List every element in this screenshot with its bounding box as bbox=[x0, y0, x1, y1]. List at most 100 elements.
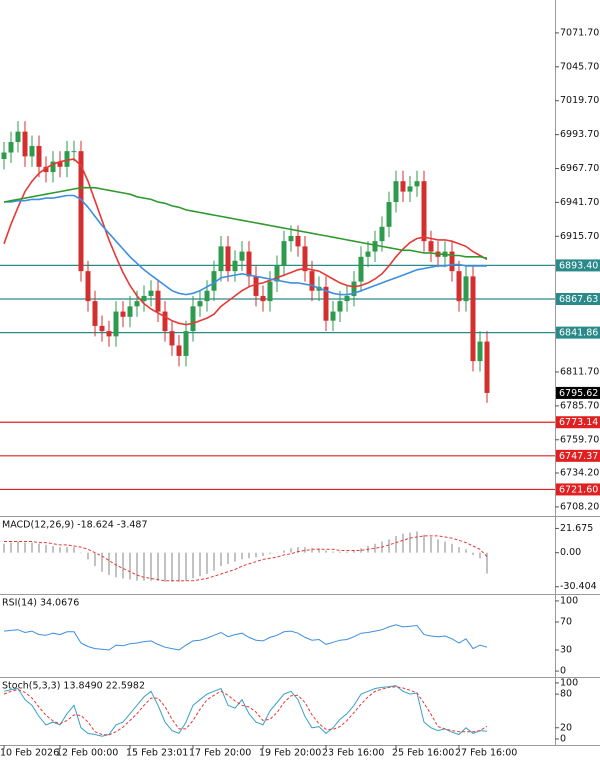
macd-bar bbox=[220, 552, 222, 567]
macd-bar bbox=[409, 532, 411, 553]
macd-bar bbox=[241, 552, 243, 560]
macd-bar bbox=[395, 535, 397, 553]
macd-bar bbox=[122, 552, 124, 579]
candle-body bbox=[99, 325, 105, 332]
macd-bar bbox=[290, 548, 292, 553]
candle-body bbox=[92, 301, 98, 326]
macd-bar bbox=[143, 552, 145, 581]
macd-bar bbox=[45, 544, 47, 553]
macd-bar bbox=[297, 547, 299, 553]
candle-body bbox=[36, 145, 42, 167]
candle-body bbox=[302, 246, 308, 272]
indicator-label: RSI(14) 34.0676 bbox=[2, 598, 79, 609]
x-tick-label: 19 Feb 20:00 bbox=[259, 748, 321, 759]
macd-bar bbox=[3, 543, 5, 553]
macd-bar bbox=[129, 552, 131, 580]
macd-bar bbox=[136, 552, 138, 581]
candle-body bbox=[127, 306, 133, 317]
macd-bar bbox=[304, 547, 306, 553]
y-tick-label: -30.404 bbox=[560, 581, 597, 592]
y-tick-label: 80 bbox=[560, 689, 572, 700]
candle-body bbox=[141, 295, 147, 302]
macd-bar bbox=[80, 552, 82, 554]
candle-body bbox=[267, 281, 273, 302]
candle-body bbox=[148, 290, 154, 296]
macd-bar bbox=[437, 539, 439, 553]
level-label-box bbox=[556, 449, 600, 462]
candle-body bbox=[57, 161, 63, 167]
candle-body bbox=[78, 151, 84, 272]
candle-body bbox=[120, 311, 126, 317]
x-tick-label: 17 Feb 20:00 bbox=[189, 748, 251, 759]
candle-body bbox=[134, 301, 140, 307]
macd-bar bbox=[479, 552, 481, 559]
candle-body bbox=[456, 271, 462, 302]
candle-body bbox=[232, 260, 238, 272]
macd-bar bbox=[283, 550, 285, 553]
candle-body bbox=[225, 246, 231, 272]
candle-body bbox=[162, 311, 168, 332]
candle-body bbox=[183, 331, 189, 356]
x-tick-label: 25 Feb 16:00 bbox=[392, 748, 454, 759]
candle-body bbox=[330, 311, 336, 321]
macd-bar bbox=[171, 552, 173, 582]
candle-body bbox=[309, 271, 315, 291]
macd-bar bbox=[17, 541, 19, 553]
y-tick-label: 0.00 bbox=[560, 547, 581, 558]
candle-body bbox=[386, 202, 392, 227]
candle-body bbox=[323, 286, 329, 321]
moving-average bbox=[3, 158, 488, 326]
macd-bar bbox=[472, 552, 474, 555]
macd-bar bbox=[157, 552, 159, 581]
candle-body bbox=[15, 131, 21, 143]
moving-average bbox=[3, 186, 488, 259]
level-label-box bbox=[556, 416, 600, 429]
level-label: 6773.14 bbox=[559, 417, 598, 428]
level-label: 6721.60 bbox=[559, 484, 598, 495]
y-tick-label: 7045.70 bbox=[560, 61, 599, 72]
candle-body bbox=[470, 276, 476, 362]
candle-body bbox=[407, 186, 413, 192]
level-label-box bbox=[556, 483, 600, 496]
candle-body bbox=[372, 241, 378, 252]
y-tick-label: 70 bbox=[560, 616, 572, 627]
level-label: 6867.63 bbox=[559, 294, 598, 305]
y-tick-label: 0 bbox=[560, 733, 566, 744]
candle-body bbox=[64, 151, 70, 167]
x-tick-label: 15 Feb 23:01 bbox=[126, 748, 188, 759]
macd-bar bbox=[339, 551, 341, 553]
candle-body bbox=[414, 181, 420, 187]
macd-bar bbox=[444, 541, 446, 553]
indicator-line bbox=[3, 624, 488, 651]
macd-bar bbox=[31, 542, 33, 553]
last-price-box bbox=[556, 386, 600, 399]
y-tick-label: 6915.70 bbox=[560, 231, 599, 242]
macd-bar bbox=[150, 552, 152, 581]
y-tick-label: 30 bbox=[560, 645, 572, 656]
macd-bar bbox=[59, 547, 61, 553]
y-tick-label: 6967.70 bbox=[560, 163, 599, 174]
macd-bar bbox=[73, 547, 75, 553]
candle-body bbox=[393, 181, 399, 203]
candle-body bbox=[358, 256, 364, 282]
candle-body bbox=[351, 281, 357, 296]
macd-bar bbox=[318, 548, 320, 553]
macd-bar bbox=[423, 534, 425, 553]
candle-body bbox=[288, 235, 294, 242]
macd-bar bbox=[10, 542, 12, 553]
macd-bar bbox=[276, 552, 278, 554]
macd-bar bbox=[66, 547, 68, 553]
candle-body bbox=[337, 301, 343, 312]
level-label: 6841.86 bbox=[559, 328, 598, 339]
y-tick-label: 20 bbox=[560, 722, 572, 733]
level-label: 6747.37 bbox=[559, 451, 598, 462]
y-tick-label: 6811.70 bbox=[560, 366, 599, 377]
candle-body bbox=[204, 290, 210, 302]
candle-body bbox=[197, 301, 203, 307]
macd-bar bbox=[255, 552, 257, 558]
macd-bar bbox=[227, 552, 229, 564]
macd-bar bbox=[465, 549, 467, 553]
macd-bar bbox=[402, 533, 404, 553]
